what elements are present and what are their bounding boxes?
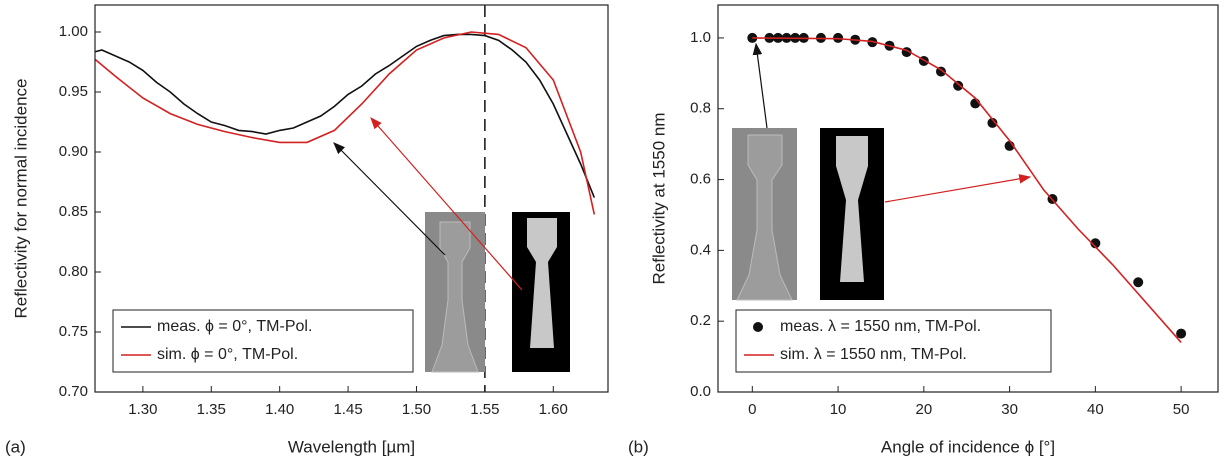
data-line	[95, 31, 596, 215]
plot-frame	[717, 4, 1219, 393]
plot-frame	[94, 4, 609, 393]
x-tick-label: 10	[830, 401, 847, 418]
arrow	[370, 117, 523, 291]
x-tick-label: 1.60	[539, 401, 568, 418]
y-axis-label: Reflectivity for normal incidence	[11, 79, 30, 319]
data-point	[747, 32, 758, 43]
y-tick-label: 1.00	[59, 23, 88, 40]
legend-box	[735, 309, 1052, 373]
sem-shape	[431, 221, 479, 373]
data-point	[953, 80, 964, 91]
y-tick-label: 0.4	[690, 241, 711, 258]
data-point	[1090, 238, 1101, 249]
legend-label: sim. ϕ = 0°, TM-Pol.	[157, 346, 298, 363]
insets-b	[732, 42, 1032, 301]
panel-label: (a)	[5, 437, 26, 456]
y-tick-label: 0.85	[59, 203, 88, 220]
y-tick-label: 1.0	[690, 29, 711, 46]
arrow	[752, 42, 768, 129]
insets-a	[333, 117, 570, 373]
legend-box	[112, 309, 414, 373]
legend-label: meas. ϕ = 0°, TM-Pol.	[157, 318, 312, 335]
y-tick-label: 0.6	[690, 171, 711, 188]
data-point	[987, 117, 998, 128]
y-tick-label: 0.80	[59, 263, 88, 280]
legend-marker	[753, 322, 763, 332]
x-tick-label: 1.30	[128, 401, 157, 418]
x-tick-label: 1.45	[333, 401, 362, 418]
x-axis-label: Angle of incidence ϕ [°]	[881, 437, 1055, 456]
y-tick-label: 0.95	[59, 83, 88, 100]
y-tick-label: 0.8	[690, 100, 711, 117]
x-tick-label: 1.35	[197, 401, 226, 418]
x-tick-label: 50	[1173, 401, 1190, 418]
data-point	[1176, 328, 1187, 339]
legend-label: meas. λ = 1550 nm, TM-Pol.	[780, 318, 981, 335]
data-line	[752, 37, 1182, 343]
legend-label: sim. λ = 1550 nm, TM-Pol.	[780, 346, 967, 363]
x-tick-label: 1.50	[402, 401, 431, 418]
sem-shape	[736, 134, 793, 301]
x-tick-label: 1.40	[265, 401, 294, 418]
y-tick-label: 0.0	[690, 383, 711, 400]
charts: 1.30 1.35 1.40 1.45 1.50 1.55 1.600.700.750.80…	[5, 4, 1219, 456]
y-tick-label: 0.70	[59, 383, 88, 400]
x-tick-label: 0	[748, 401, 756, 418]
sim-shape	[836, 136, 868, 282]
x-tick-label: 40	[1087, 401, 1104, 418]
y-tick-label: 0.90	[59, 143, 88, 160]
data-line	[95, 33, 596, 198]
x-tick-label: 20	[915, 401, 932, 418]
x-tick-label: 30	[1001, 401, 1018, 418]
data-point	[1133, 277, 1144, 288]
y-axis-label: Reflectivity at 1550 nm	[649, 113, 668, 285]
arrow	[333, 142, 446, 256]
sim-shape	[527, 218, 557, 348]
x-tick-label: 1.55	[470, 401, 499, 418]
y-tick-label: 0.75	[59, 323, 88, 340]
y-tick-label: 0.2	[690, 312, 711, 329]
arrow	[884, 174, 1032, 203]
panel-label: (b)	[628, 437, 649, 456]
x-axis-label: Wavelength [µm]	[288, 437, 415, 456]
